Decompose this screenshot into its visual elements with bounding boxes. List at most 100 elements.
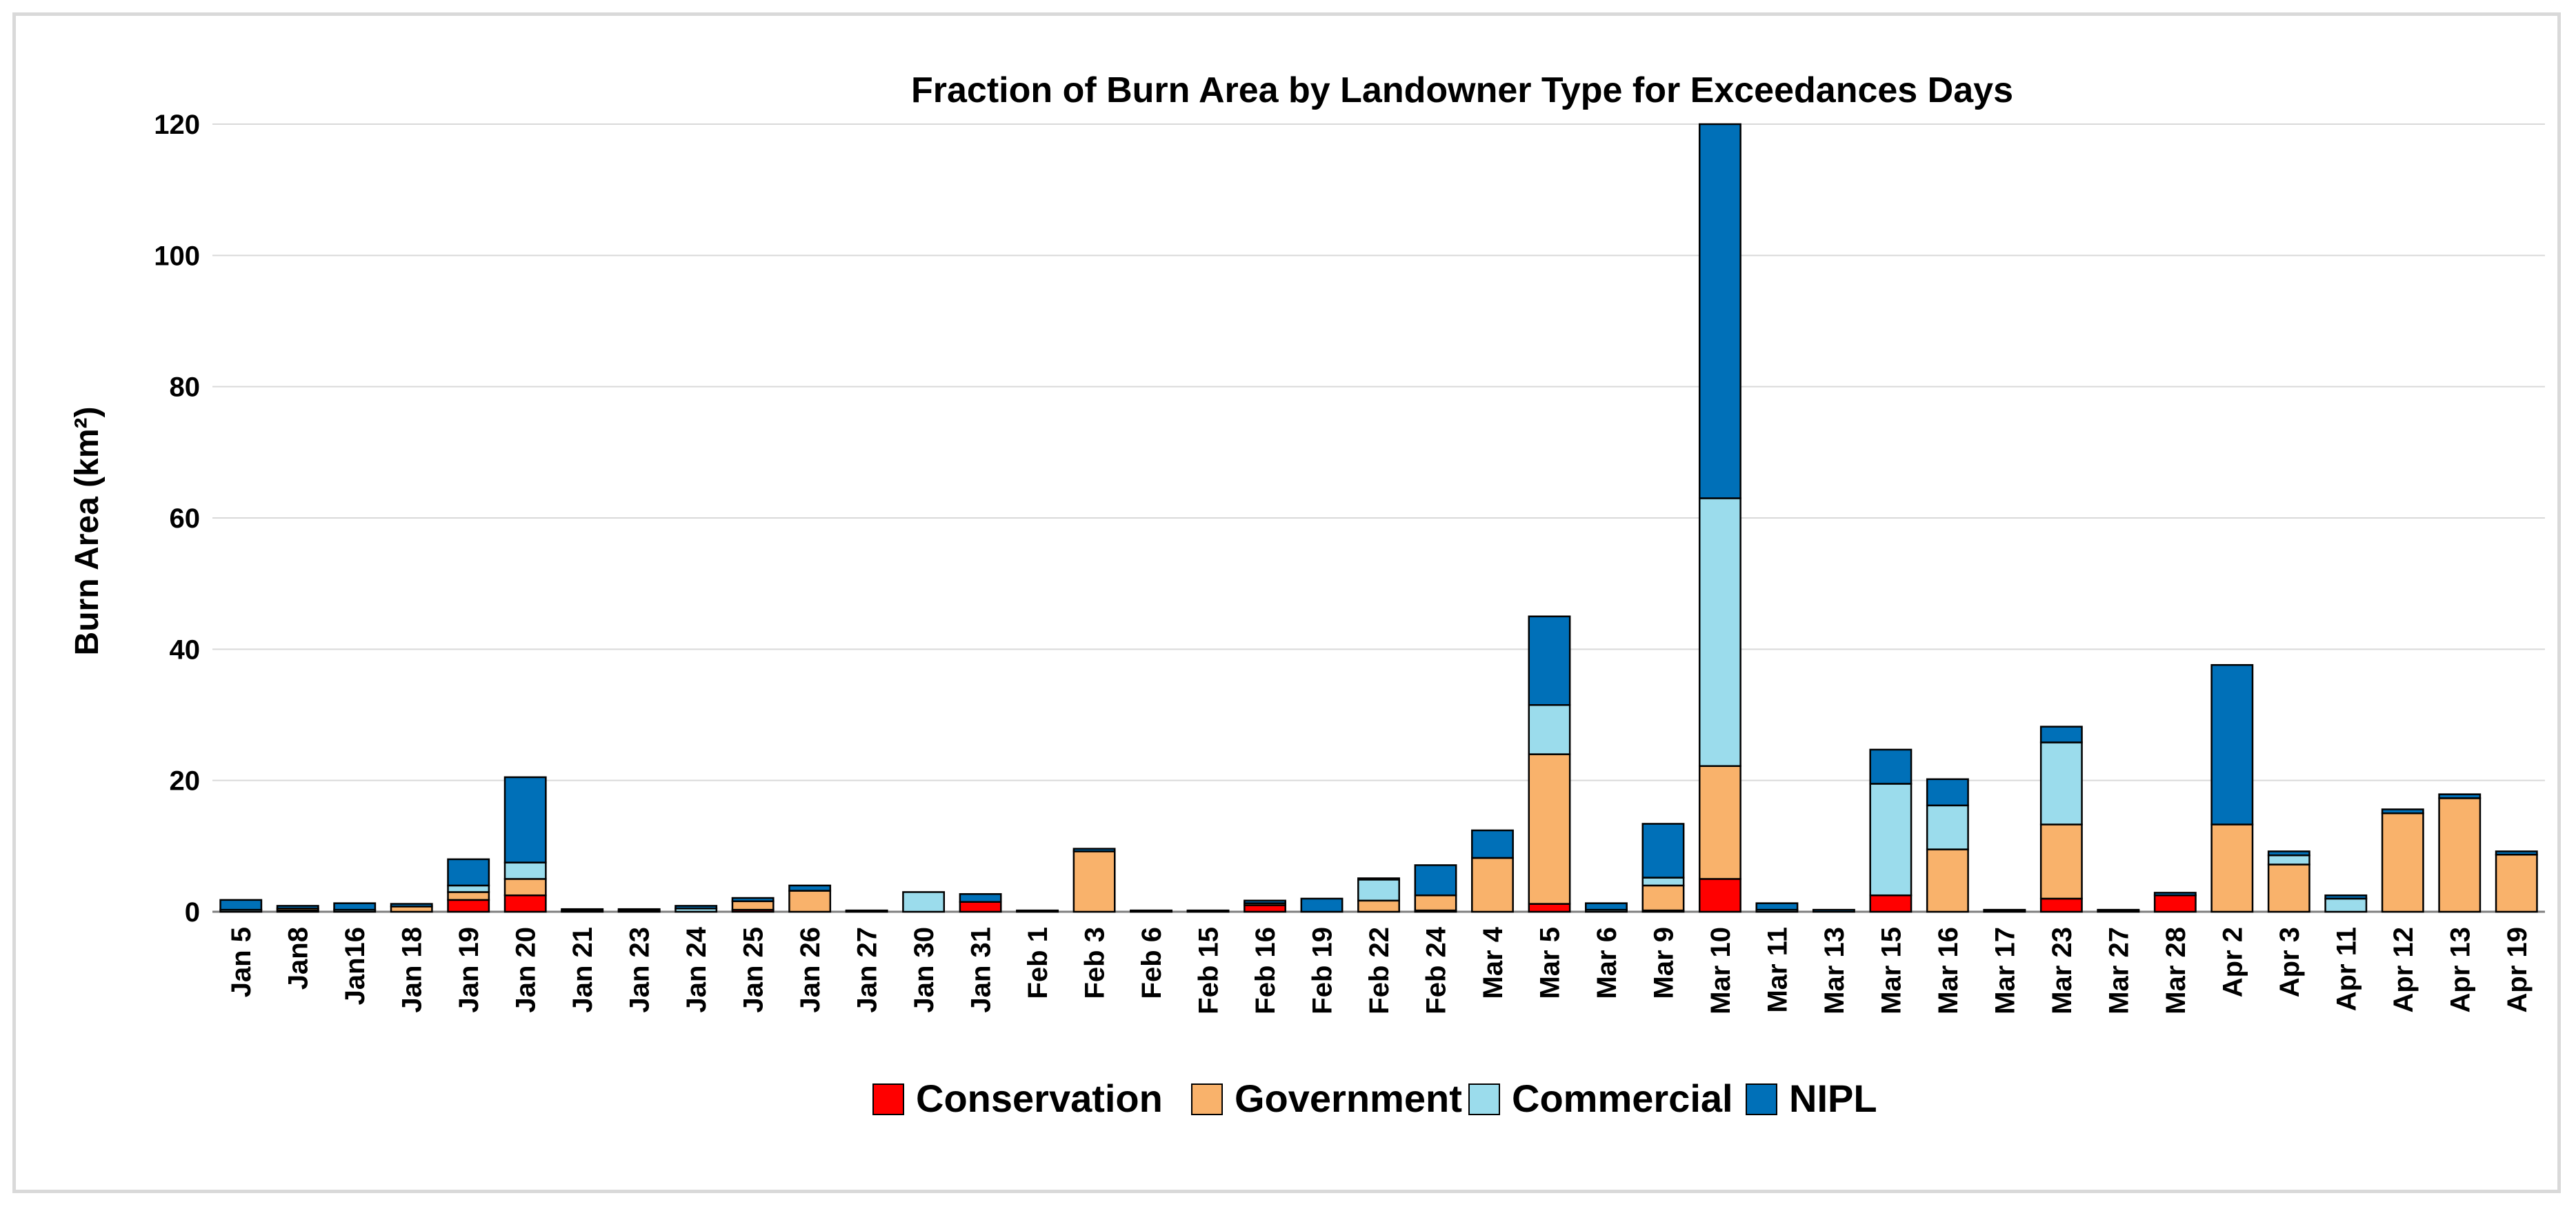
bar-segment-nipl: [1471, 829, 1514, 859]
bar-segment-government: [2381, 812, 2424, 913]
bar-segment-nipl: [503, 776, 547, 863]
x-tick-label: Jan 31: [966, 927, 997, 1013]
x-tick-label: Jan8: [283, 927, 314, 990]
bar-segment-commercial: [2039, 741, 2083, 826]
bar-segment-nipl: [2495, 850, 2538, 856]
legend-item-nipl: NIPL: [1746, 1077, 1877, 1120]
bar-segment-government: [2438, 797, 2482, 913]
y-tick-label: 40: [170, 635, 201, 665]
x-tick-label: Feb 24: [1421, 926, 1451, 1014]
x-tick-label: Mar 17: [1990, 927, 2020, 1015]
x-tick-label: Jan 24: [681, 926, 712, 1012]
x-tick-label: Jan 20: [511, 927, 541, 1013]
legend-swatch: [1468, 1083, 1500, 1115]
legend-label: Commercial: [1512, 1077, 1733, 1120]
gridlines: [212, 123, 2545, 913]
bar-segment-government: [503, 878, 547, 897]
bar-segment-nipl: [617, 908, 661, 912]
bar-segment-government: [1357, 899, 1400, 913]
x-tick-label: Mar 27: [2104, 927, 2134, 1015]
bar-segment-government: [1072, 850, 1116, 913]
y-tick-label: 100: [154, 241, 200, 271]
bar-segment-nipl: [1812, 908, 1855, 913]
bar-segment-nipl: [788, 884, 832, 892]
bar-segment-conservation: [959, 901, 1002, 913]
bar-segment-conservation: [1869, 894, 1913, 913]
bar-segment-commercial: [1698, 497, 1741, 767]
bar-segment-government: [1641, 884, 1685, 912]
bar-segment-commercial: [2324, 897, 2368, 913]
x-tick-label: Mar 5: [1535, 927, 1565, 999]
bar-segment-commercial: [1528, 703, 1571, 755]
x-tick-label: Mar 23: [2047, 927, 2077, 1015]
chart-title: Fraction of Burn Area by Landowner Type …: [911, 70, 2013, 110]
bar-segment-nipl: [2153, 892, 2197, 897]
x-tick-label: Jan 30: [909, 927, 939, 1013]
bar-segment-commercial: [1641, 877, 1685, 887]
x-tick-label: Mar 13: [1819, 927, 1850, 1015]
bar-segment-nipl: [2210, 663, 2254, 826]
bar-segment-nipl: [561, 908, 604, 912]
bar-segment-conservation: [447, 899, 490, 913]
bar-segment-nipl: [1869, 748, 1913, 785]
bar-segment-nipl: [675, 905, 718, 910]
bar-segment-government: [2210, 823, 2254, 913]
x-tick-label: Jan 27: [852, 927, 883, 1013]
x-tick-label: Mar 28: [2161, 927, 2191, 1015]
bar-segment-government: [2495, 853, 2538, 913]
legend-label: Conservation: [916, 1077, 1163, 1120]
bar-segment-government: [447, 891, 490, 901]
bar-segment-nipl: [1926, 778, 1969, 807]
legend-swatch: [1746, 1083, 1777, 1115]
bar-segment-government: [1926, 848, 1969, 913]
x-tick-label: Feb 15: [1194, 927, 1224, 1015]
bar-segment-nipl: [959, 893, 1002, 903]
bar-segment-commercial: [1926, 804, 1969, 850]
x-tick-label: Mar 6: [1592, 927, 1622, 999]
bar-segment-nipl: [219, 899, 263, 911]
bar-segment-commercial: [1357, 879, 1400, 902]
bar-segment-nipl: [2039, 726, 2083, 743]
y-tick-label: 120: [154, 110, 200, 140]
x-tick-label: Jan 5: [226, 927, 257, 997]
bar-segment-nipl: [1698, 123, 1741, 499]
x-tick-label: Feb 1: [1023, 927, 1053, 999]
x-tick-label: Feb 6: [1137, 927, 1167, 999]
bar-segment-government: [788, 890, 832, 913]
x-tick-label: Mar 9: [1648, 927, 1679, 999]
bar-segment-government: [2039, 823, 2083, 900]
bar-segment-nipl: [1016, 909, 1059, 912]
bar-segment-government: [1698, 765, 1741, 880]
x-tick-label: Jan 25: [739, 927, 769, 1013]
x-tick-label: Jan 21: [568, 927, 598, 1013]
bar-segment-nipl: [1585, 902, 1628, 911]
x-tick-label: Mar 15: [1876, 927, 1906, 1015]
bar-segment-commercial: [1869, 783, 1913, 897]
x-tick-label: Feb 16: [1250, 927, 1281, 1015]
x-tick-label: Mar 10: [1706, 927, 1736, 1015]
legend-label: Government: [1235, 1077, 1462, 1120]
bar-segment-nipl: [2438, 793, 2482, 799]
bar-segment-conservation: [1698, 878, 1741, 913]
bar-segment-nipl: [1755, 902, 1799, 911]
bar-segment-government: [1528, 753, 1571, 905]
bar-segment-government: [1471, 857, 1514, 913]
x-tick-label: Feb 19: [1308, 927, 1338, 1015]
legend-label: NIPL: [1789, 1077, 1877, 1120]
legend-swatch: [1191, 1083, 1223, 1115]
bar-segment-nipl: [390, 903, 433, 908]
bar-segment-nipl: [1414, 864, 1457, 897]
bar-segment-conservation: [1244, 904, 1286, 913]
bars: [219, 123, 2538, 913]
bar-segment-conservation: [2153, 894, 2197, 913]
x-tick-label: Apr 2: [2217, 927, 2248, 997]
y-tick-labels: 0 20 40 60 80 100 120: [154, 110, 200, 928]
bar-segment-nipl: [731, 897, 775, 903]
x-tick-label: Jan 23: [625, 927, 655, 1013]
x-tick-label: Apr 19: [2502, 927, 2533, 1013]
y-tick-label: 20: [170, 766, 201, 797]
bar-segment-nipl: [1641, 823, 1685, 879]
y-tick-label: 60: [170, 503, 201, 534]
x-tick-label: Jan 26: [795, 927, 826, 1013]
bar-segment-nipl: [1357, 877, 1400, 881]
